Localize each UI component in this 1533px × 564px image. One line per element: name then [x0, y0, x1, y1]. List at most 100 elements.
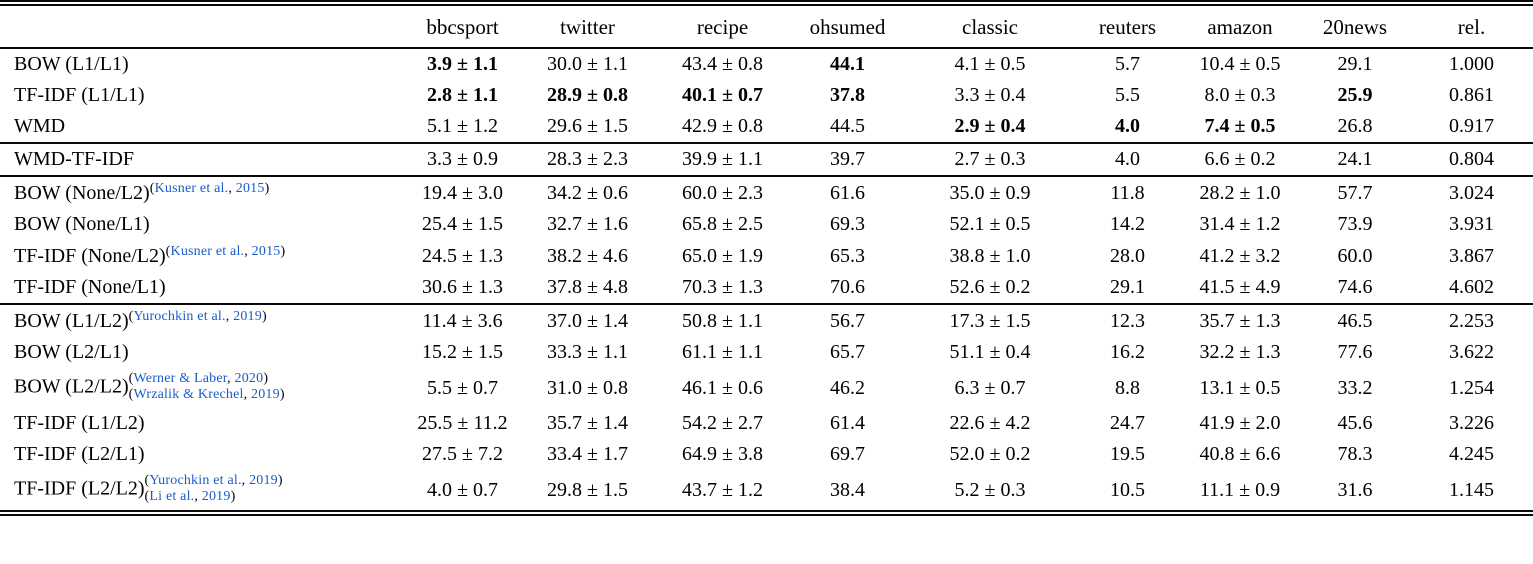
citation-stack: (Werner & Laber, 2020) (Wrzalik & Krechel… [129, 371, 285, 403]
citation-link[interactable]: (Werner & Laber, 2020) [128, 371, 269, 386]
citation-link[interactable]: (Wrzalik & Krechel, 2019) [128, 387, 285, 403]
cell-amazon: 35.7 ± 1.3 [1199, 309, 1281, 332]
cell-reuters: 10.5 [1110, 478, 1145, 501]
cell-recipe: 46.1 ± 0.6 [682, 376, 763, 399]
citation-link[interactable]: (Li et al., 2019) [144, 489, 236, 505]
cell-20news: 60.0 [1337, 244, 1373, 267]
cell-recipe: 70.3 ± 1.3 [682, 276, 763, 298]
method-name: WMD [14, 115, 66, 137]
cell-recipe: 50.8 ± 1.1 [682, 309, 763, 332]
row-label: TF-IDF (L1/L1) [0, 80, 405, 111]
cell-reuters: 14.2 [1110, 213, 1145, 235]
table-header: bbcsport twitter recipe ohsumed classic reute… [0, 6, 1533, 48]
cell-bbcsport: 4.0 ± 0.7 [427, 478, 498, 501]
header-row: bbcsport twitter recipe ohsumed classic reute… [0, 6, 1533, 48]
table-row: TF-IDF (None/L2)(Kusner et al., 2015) 24.… [0, 240, 1533, 272]
cell-rel: 4.602 [1449, 276, 1494, 298]
row-label: BOW (L2/L1) [0, 337, 405, 368]
cell-rel: 1.145 [1449, 478, 1494, 501]
table-row: BOW (None/L1) 25.4 ± 1.5 32.7 ± 1.6 65.8 ± … [0, 209, 1533, 240]
row-label: BOW (L1/L2)(Yurochkin et al., 2019) [0, 304, 405, 337]
row-label: WMD [0, 111, 405, 143]
cell-bbcsport: 19.4 ± 3.0 [422, 181, 503, 204]
corner-header [0, 6, 405, 48]
column-header-twitter: twitter [560, 15, 615, 39]
method-name: TF-IDF (L2/L2) [14, 477, 145, 500]
cell-recipe: 43.4 ± 0.8 [682, 53, 763, 75]
cell-amazon: 8.0 ± 0.3 [1204, 84, 1276, 106]
column-header-ohsumed: ohsumed [809, 15, 886, 39]
cell-rel: 3.024 [1449, 181, 1494, 204]
column-header-reuters: reuters [1098, 15, 1157, 39]
cell-ohsumed: 38.4 [830, 478, 865, 501]
cell-bbcsport: 3.9 ± 1.1 [427, 53, 498, 75]
table-row: BOW (L1/L2)(Yurochkin et al., 2019) 11.4 … [0, 304, 1533, 337]
cell-bbcsport: 27.5 ± 7.2 [422, 443, 503, 466]
table-row: TF-IDF (None/L1) 30.6 ± 1.3 37.8 ± 4.8 70.3… [0, 272, 1533, 304]
row-label: TF-IDF (L2/L2) (Yurochkin et al., 2019) (L… [0, 470, 405, 510]
cell-twitter: 30.0 ± 1.1 [547, 53, 628, 75]
cell-classic: 52.6 ± 0.2 [949, 276, 1031, 298]
cell-amazon: 10.4 ± 0.5 [1199, 53, 1281, 75]
cell-bbcsport: 5.5 ± 0.7 [427, 376, 498, 399]
citation-link[interactable]: (Yurochkin et al., 2019) [144, 473, 283, 489]
cell-bbcsport: 3.3 ± 0.9 [427, 148, 498, 170]
cell-20news: 57.7 [1337, 181, 1373, 204]
cell-twitter: 37.0 ± 1.4 [547, 309, 628, 332]
table-row: BOW (L2/L2) (Werner & Laber, 2020) (Wrzali… [0, 368, 1533, 408]
row-group-4: BOW (L1/L2)(Yurochkin et al., 2019) 11.4 … [0, 304, 1533, 510]
cell-reuters: 28.0 [1110, 244, 1145, 267]
cell-rel: 3.931 [1449, 213, 1494, 235]
row-label: BOW (L1/L1) [0, 48, 405, 80]
cell-20news: 46.5 [1337, 309, 1373, 332]
cell-reuters: 19.5 [1110, 443, 1145, 466]
cell-amazon: 6.6 ± 0.2 [1204, 148, 1276, 170]
cell-recipe: 61.1 ± 1.1 [682, 341, 763, 363]
cell-twitter: 33.3 ± 1.1 [547, 341, 628, 363]
method-name: TF-IDF (L2/L1) [14, 443, 145, 466]
cell-amazon: 28.2 ± 1.0 [1199, 181, 1281, 204]
row-label: TF-IDF (L2/L1) [0, 439, 405, 470]
cell-rel: 0.917 [1449, 115, 1494, 137]
cell-reuters: 11.8 [1110, 181, 1145, 204]
cell-recipe: 43.7 ± 1.2 [682, 478, 763, 501]
cell-classic: 2.9 ± 0.4 [954, 115, 1026, 137]
cell-rel: 0.804 [1449, 148, 1494, 170]
table-row: WMD-TF-IDF 3.3 ± 0.9 28.3 ± 2.3 39.9 ± 1.1 3… [0, 143, 1533, 176]
cell-amazon: 40.8 ± 6.6 [1199, 443, 1281, 466]
cell-bbcsport: 24.5 ± 1.3 [422, 244, 503, 267]
results-table: bbcsport twitter recipe ohsumed classic reute… [0, 0, 1533, 517]
cell-recipe: 42.9 ± 0.8 [682, 115, 763, 137]
method-name: BOW (None/L1) [14, 213, 150, 235]
citation-link[interactable]: (Kusner et al., 2015) [149, 181, 270, 196]
cell-20news: 78.3 [1337, 443, 1373, 466]
cell-amazon: 32.2 ± 1.3 [1199, 341, 1281, 363]
cell-twitter: 29.6 ± 1.5 [547, 115, 628, 137]
table-row: BOW (L2/L1) 15.2 ± 1.5 33.3 ± 1.1 61.1 ± 1.… [0, 337, 1533, 368]
cell-twitter: 32.7 ± 1.6 [547, 213, 628, 235]
method-name: BOW (L2/L1) [14, 341, 129, 363]
method-name: TF-IDF (L1/L2) [14, 412, 145, 435]
table-row: BOW (None/L2)(Kusner et al., 2015) 19.4 ±… [0, 176, 1533, 209]
cell-reuters: 29.1 [1110, 276, 1145, 298]
cell-20news: 77.6 [1337, 341, 1373, 363]
cell-twitter: 33.4 ± 1.7 [547, 443, 628, 466]
method-name: BOW (None/L2) [14, 182, 150, 204]
method-name: TF-IDF (L1/L1) [14, 84, 145, 106]
cell-twitter: 29.8 ± 1.5 [547, 478, 628, 501]
row-label: BOW (L2/L2) (Werner & Laber, 2020) (Wrzali… [0, 368, 405, 408]
method-name: BOW (L1/L2) [14, 310, 129, 332]
cell-ohsumed: 39.7 [830, 148, 865, 170]
cell-reuters: 12.3 [1110, 309, 1145, 332]
citation-link[interactable]: (Kusner et al., 2015) [165, 244, 286, 259]
column-header-classic: classic [962, 15, 1018, 39]
cell-ohsumed: 65.7 [830, 341, 865, 363]
method-name: TF-IDF (None/L2) [14, 245, 166, 267]
cell-amazon: 41.9 ± 2.0 [1199, 412, 1281, 435]
cell-ohsumed: 69.7 [830, 443, 865, 466]
cell-reuters: 5.7 [1115, 53, 1140, 75]
cell-ohsumed: 61.4 [830, 412, 865, 435]
cell-twitter: 31.0 ± 0.8 [547, 376, 628, 399]
citation-superscript: (Kusner et al., 2015) [150, 181, 270, 196]
citation-link[interactable]: (Yurochkin et al., 2019) [128, 309, 267, 324]
